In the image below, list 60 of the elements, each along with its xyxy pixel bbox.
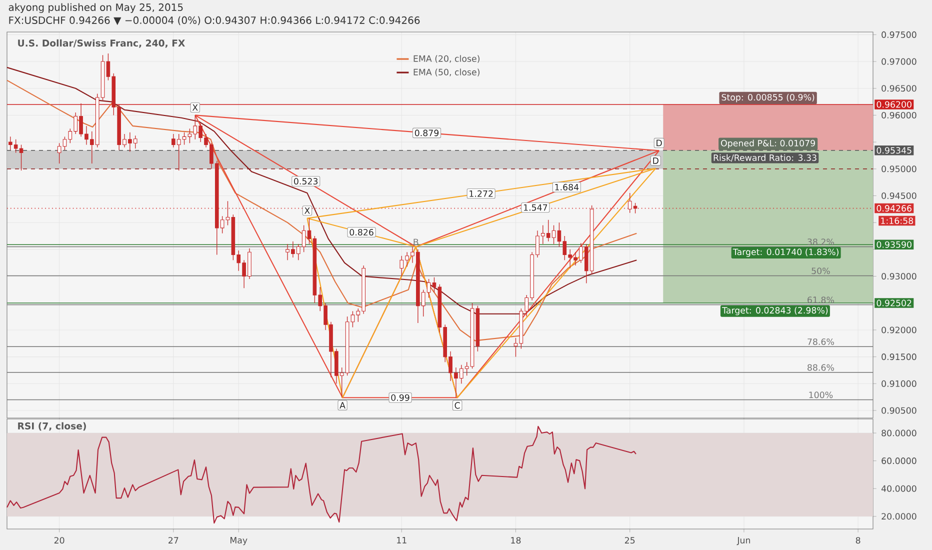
annotation: A [340, 402, 346, 408]
text: akyong published on May 25, 2015 [8, 3, 183, 13]
y-tick-label: 0.90500 [882, 407, 916, 414]
y-tick-label: 0.96000 [882, 112, 916, 118]
annotation: 100% [809, 392, 833, 398]
y-tick-label: 0.94500 [882, 192, 916, 200]
chart-title: RSI (7, close) [18, 422, 86, 431]
y-tick-label: 0.91000 [882, 380, 916, 387]
x-tick-label: May [230, 537, 248, 546]
annotation: 1.272 [470, 190, 493, 197]
annotation: 0.879 [414, 130, 439, 136]
y-tick-label: 0.92000 [882, 326, 916, 334]
annotation: Target: 0.01740 (1.83%) [732, 248, 838, 257]
annotation: 1.684 [555, 184, 579, 190]
annotation: 61.8% [808, 296, 834, 304]
x-tick-label: 27 [168, 537, 178, 544]
annotation: 0.99 [391, 394, 410, 401]
annotation: X [304, 207, 310, 214]
annotation: D [653, 158, 658, 164]
annotation: 50% [812, 268, 830, 274]
ref-line-label: 0.94266 [876, 205, 912, 212]
y-tick-label: 0.95000 [882, 166, 916, 172]
x-tick-label: Jun [736, 537, 750, 546]
band-label: Stop: 0.00855 (0.9%) [722, 94, 814, 102]
annotation: 38.2% [808, 238, 834, 246]
text: 1:16:58 [881, 218, 914, 224]
annotation: 88.6% [808, 364, 834, 371]
y-tick-label: 40.0000 [881, 485, 916, 492]
x-tick-label: 20 [54, 537, 64, 544]
y-tick-label: 0.93000 [882, 273, 916, 280]
legend-label: EMA (50, close) [414, 68, 480, 76]
y-tick-label: 0.97000 [882, 58, 916, 65]
annotation: Risk/Reward Ratio: 3.33 [714, 154, 816, 162]
annotation: D [656, 140, 662, 146]
ref-line-label: 0.95345 [876, 147, 912, 154]
y-tick-label: 0.91500 [882, 354, 916, 360]
y-tick-label: 80.0000 [882, 430, 916, 436]
legend-label: EMA (20, close) [414, 55, 480, 63]
annotation: X [192, 104, 198, 111]
y-tick-label: 0.96500 [882, 85, 916, 92]
chart-subtitle: FX:USDCHF 0.94266 ▼ −0.00004 (0%) O:0.94307 H:0.94366 L:0.94172 C:0.94266 [9, 16, 420, 26]
y-tick-label: 0.97500 [882, 31, 916, 38]
ref-line-label: 0.93590 [876, 241, 912, 248]
ref-line-label: 0.96200 [876, 101, 912, 108]
ref-line-label: 0.92502 [876, 300, 912, 306]
annotation: 1.547 [524, 204, 548, 211]
x-tick-label: 11 [397, 537, 406, 544]
annotation: 0.523 [294, 178, 318, 185]
x-tick-label: 8 [856, 537, 860, 544]
annotation: 0.826 [350, 228, 374, 236]
band-label: Opened P&L: 0.01079 [721, 140, 815, 148]
x-tick-label: 25 [624, 537, 635, 544]
annotation: Target: 0.02843 (2.98%) [722, 306, 828, 316]
text: U.S. Dollar/Swiss Franc, 240, FX [18, 39, 185, 48]
annotation: 78.6% [808, 338, 834, 346]
y-tick-label: 20.0000 [882, 513, 916, 520]
x-tick-label: 18 [511, 537, 521, 544]
annotation: C [454, 402, 460, 409]
y-tick-label: 60.0000 [882, 458, 916, 464]
annotation: B [414, 238, 418, 246]
